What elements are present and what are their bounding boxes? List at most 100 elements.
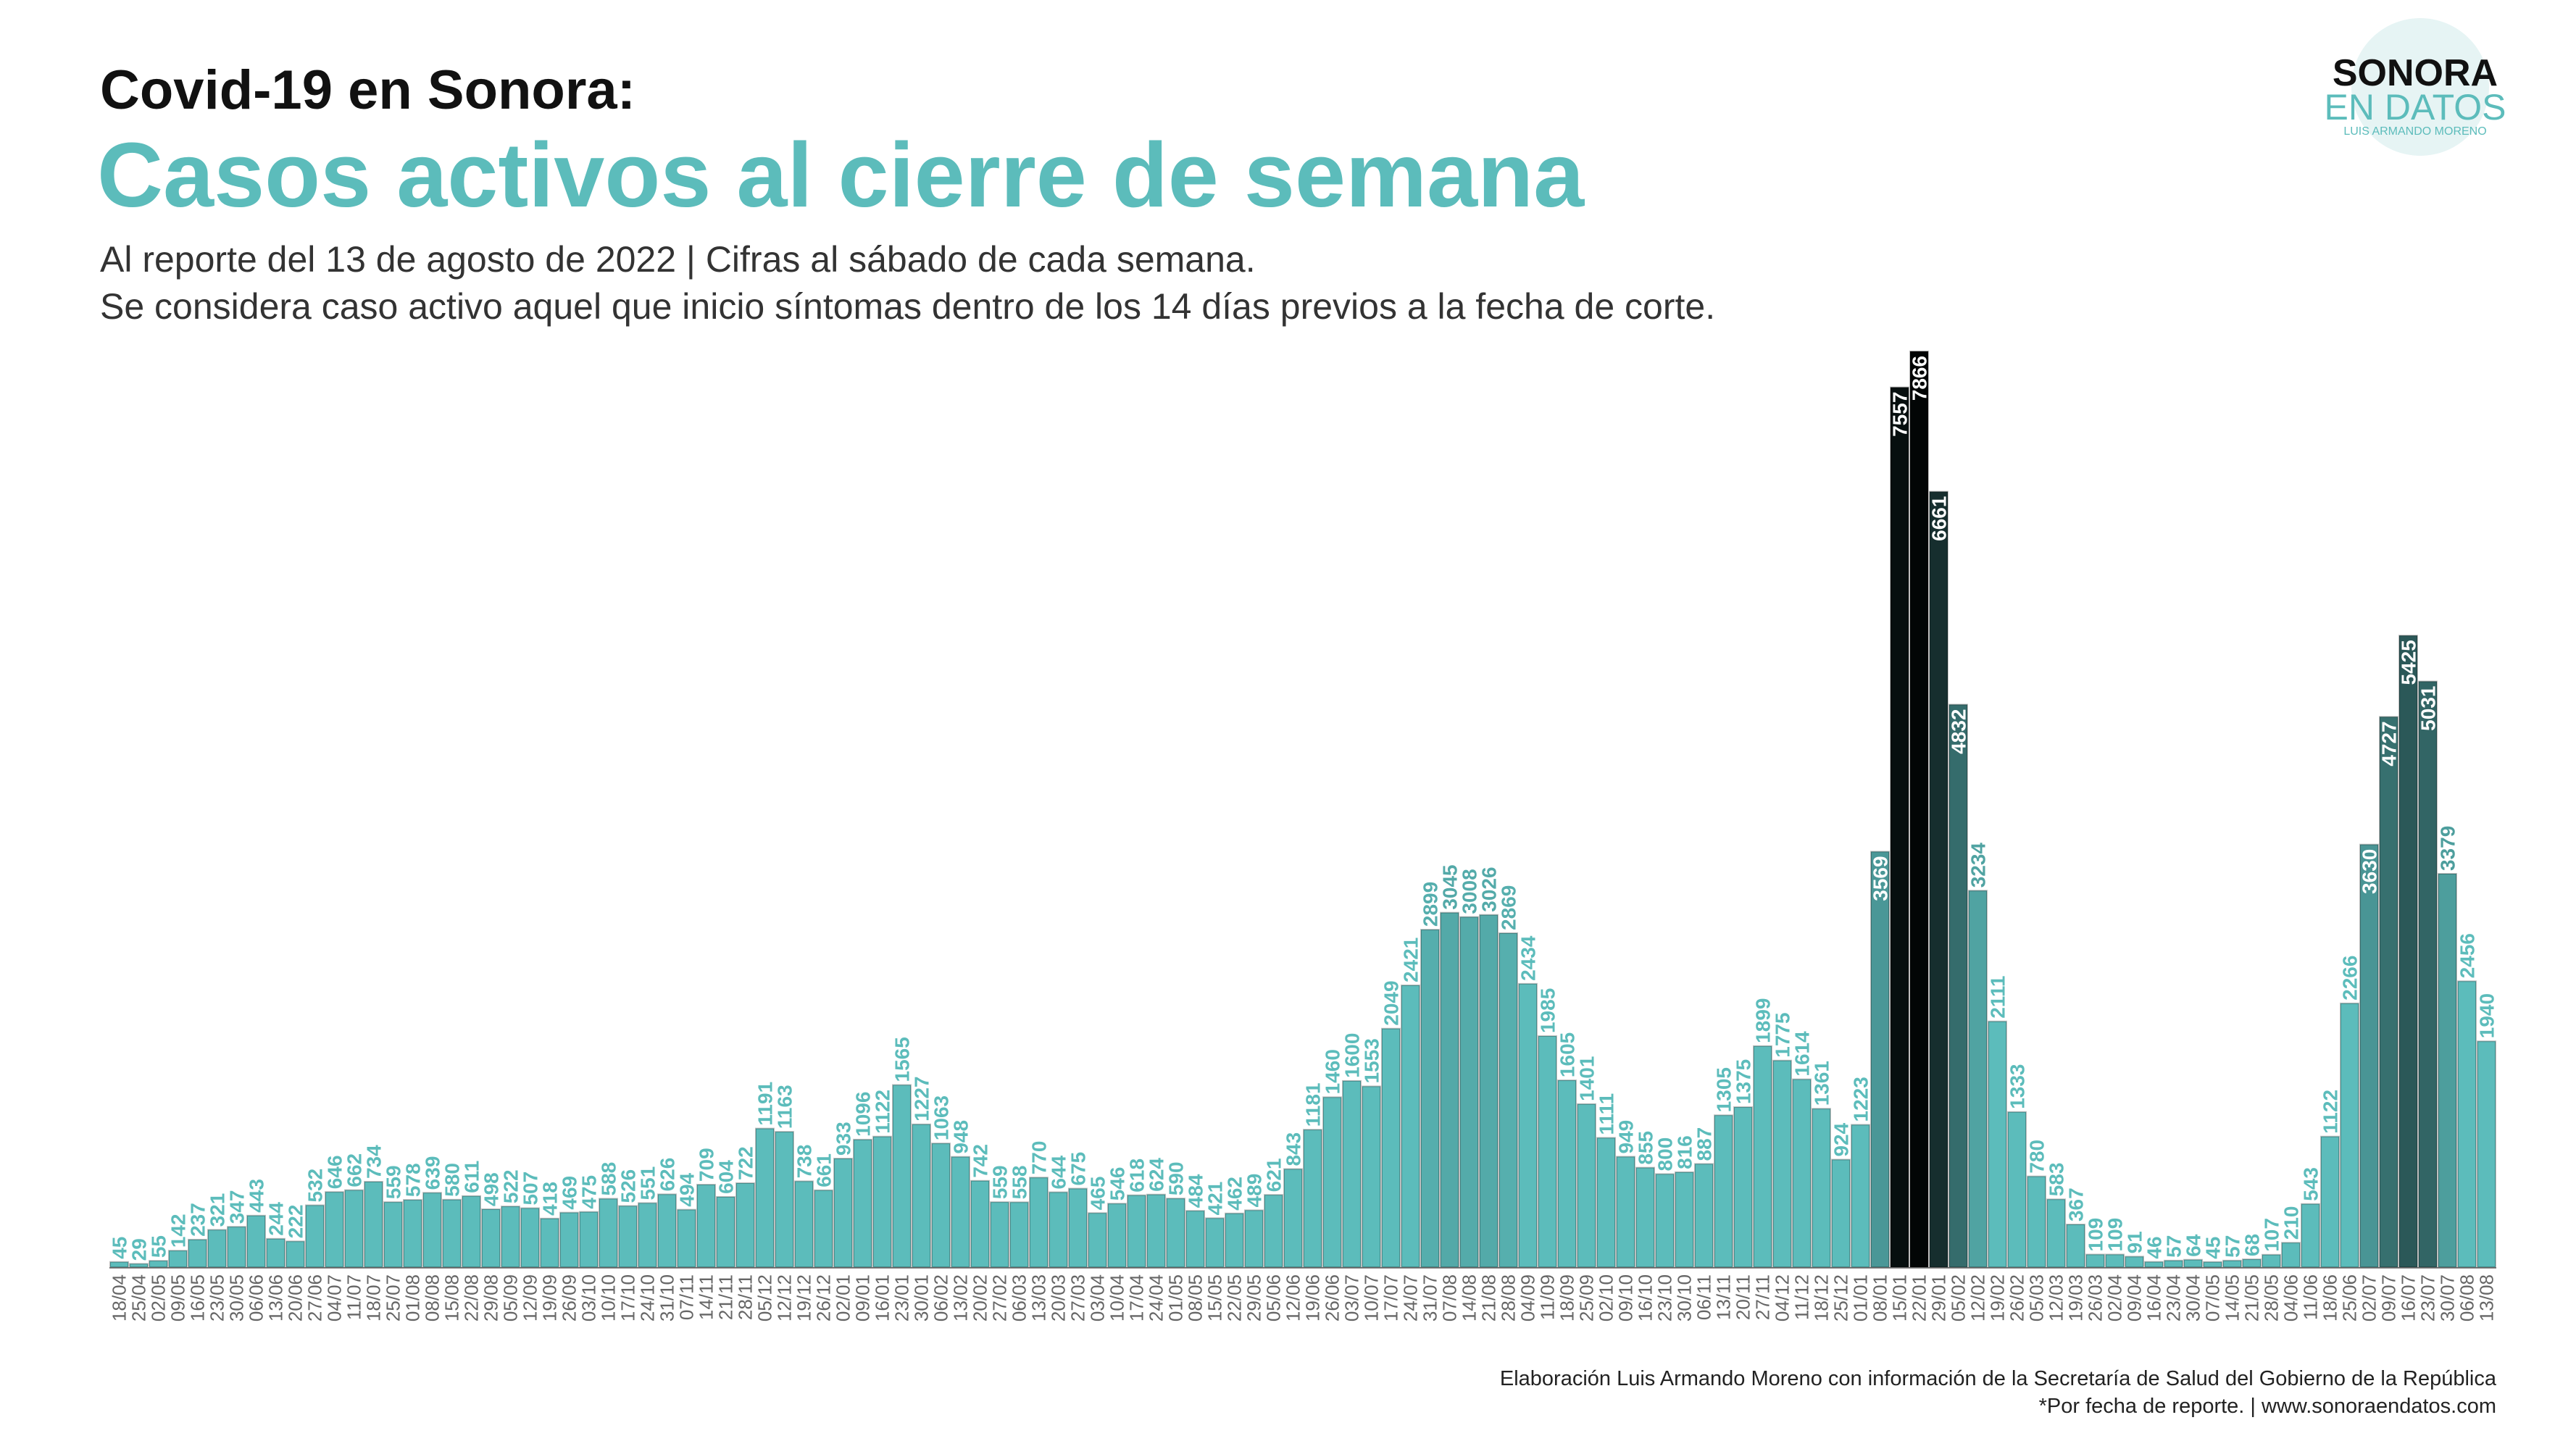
- value-label: 3008: [1459, 869, 1481, 914]
- x-tick-label: 09/10: [1615, 1274, 1637, 1321]
- value-label: 210: [2280, 1206, 2303, 1240]
- bar: [970, 1179, 990, 1269]
- value-label: 4832: [1948, 709, 1970, 753]
- logo-bg: [2351, 18, 2489, 156]
- x-tick-label: 06/08: [2456, 1274, 2478, 1321]
- x-tick-label: 27/06: [304, 1274, 326, 1321]
- x-tick-label: 23/05: [207, 1274, 228, 1321]
- value-label: 1122: [2319, 1090, 2342, 1134]
- value-label: 1985: [1537, 988, 1559, 1033]
- bar: [872, 1135, 892, 1268]
- value-label: 3379: [2437, 826, 2459, 871]
- value-label: 1333: [2006, 1064, 2029, 1108]
- value-label: 3045: [1439, 864, 1462, 909]
- bar: [2066, 1224, 2085, 1268]
- bar: [990, 1201, 1009, 1268]
- x-tick-label: 02/05: [148, 1274, 170, 1321]
- value-label: 142: [167, 1214, 190, 1248]
- bar: [2222, 1259, 2242, 1268]
- bar: [892, 1084, 912, 1269]
- bar: [1518, 982, 1538, 1268]
- bar: [246, 1214, 266, 1269]
- bar: [1479, 914, 1499, 1268]
- bar: [520, 1207, 540, 1269]
- x-tick-label: 09/01: [852, 1274, 874, 1321]
- value-label: 1375: [1733, 1059, 1755, 1104]
- bar: [1616, 1156, 1635, 1269]
- bar: [481, 1208, 501, 1269]
- value-label: 2049: [1380, 980, 1403, 1025]
- x-tick-label: 25/06: [2339, 1274, 2361, 1321]
- bar: [755, 1127, 775, 1269]
- x-tick-label: 02/04: [2104, 1274, 2126, 1321]
- x-tick-label: 19/03: [2065, 1274, 2087, 1321]
- x-tick-label: 14/11: [696, 1274, 717, 1320]
- value-label: 3569: [1870, 856, 1892, 901]
- x-tick-label: 24/07: [1400, 1274, 1422, 1321]
- bar: [716, 1195, 735, 1269]
- value-label: 583: [2046, 1163, 2068, 1197]
- x-tick-label: 26/02: [2006, 1274, 2028, 1321]
- value-label: 321: [207, 1193, 229, 1227]
- value-label: 1361: [1811, 1061, 1833, 1106]
- value-label: 1899: [1752, 998, 1775, 1043]
- bar: [559, 1211, 579, 1269]
- value-label: 475: [578, 1175, 601, 1209]
- bar: [1792, 1078, 1812, 1269]
- x-tick-label: 04/09: [1517, 1274, 1539, 1321]
- bar: [1401, 984, 1420, 1268]
- value-label: 546: [1106, 1167, 1129, 1201]
- bar: [1557, 1080, 1577, 1269]
- value-label: 109: [2085, 1218, 2107, 1252]
- x-tick-label: 04/07: [324, 1274, 346, 1321]
- bar: [2301, 1203, 2320, 1268]
- x-tick-label: 06/06: [246, 1274, 267, 1321]
- value-label: 738: [793, 1145, 816, 1179]
- bar: [2183, 1258, 2203, 1269]
- x-tick-label: 31/10: [656, 1274, 678, 1321]
- value-label: 621: [1263, 1158, 1285, 1192]
- bar: [1420, 929, 1440, 1269]
- x-tick-label: 06/03: [1009, 1274, 1030, 1321]
- x-tick-label: 25/12: [1830, 1274, 1852, 1321]
- value-label: 507: [520, 1172, 542, 1206]
- bar: [442, 1198, 462, 1268]
- bar: [2027, 1175, 2046, 1269]
- value-label: 675: [1067, 1152, 1090, 1186]
- x-tick-label: 30/07: [2437, 1274, 2459, 1321]
- value-label: 855: [1635, 1131, 1657, 1165]
- bar: [129, 1263, 149, 1269]
- bar: [2320, 1135, 2340, 1268]
- bar: [2262, 1253, 2281, 1268]
- bar: [2203, 1261, 2222, 1269]
- value-label: 3630: [2359, 849, 2381, 894]
- bar: [735, 1182, 755, 1269]
- bar: [912, 1123, 931, 1268]
- value-label: 734: [363, 1145, 385, 1179]
- bar: [1890, 386, 1909, 1268]
- value-label: 624: [1146, 1158, 1168, 1192]
- x-tick-label: 10/07: [1361, 1274, 1383, 1321]
- value-label: 55: [148, 1235, 170, 1258]
- bar: [1577, 1103, 1596, 1268]
- value-label: 1122: [872, 1090, 894, 1134]
- x-tick-label: 01/08: [402, 1274, 424, 1321]
- bar: [1694, 1163, 1714, 1268]
- bar: [1185, 1210, 1205, 1268]
- bar: [794, 1180, 814, 1269]
- x-tick-label: 12/02: [1967, 1274, 1989, 1321]
- bar: [833, 1158, 853, 1268]
- x-tick-label: 22/01: [1909, 1274, 1930, 1321]
- x-tick-label: 26/03: [2085, 1274, 2106, 1321]
- x-tick-label: 02/07: [2359, 1274, 2380, 1321]
- x-tick-label: 09/05: [167, 1274, 189, 1321]
- bar: [422, 1192, 442, 1269]
- x-tick-label: 20/02: [970, 1274, 991, 1321]
- x-tick-label: 14/08: [1459, 1274, 1480, 1321]
- x-tick-label: 15/01: [1889, 1274, 1911, 1321]
- value-label: 1614: [1791, 1031, 1814, 1077]
- x-tick-label: 30/10: [1674, 1274, 1696, 1321]
- x-tick-label: 24/10: [637, 1274, 659, 1321]
- value-label: 558: [1009, 1166, 1031, 1200]
